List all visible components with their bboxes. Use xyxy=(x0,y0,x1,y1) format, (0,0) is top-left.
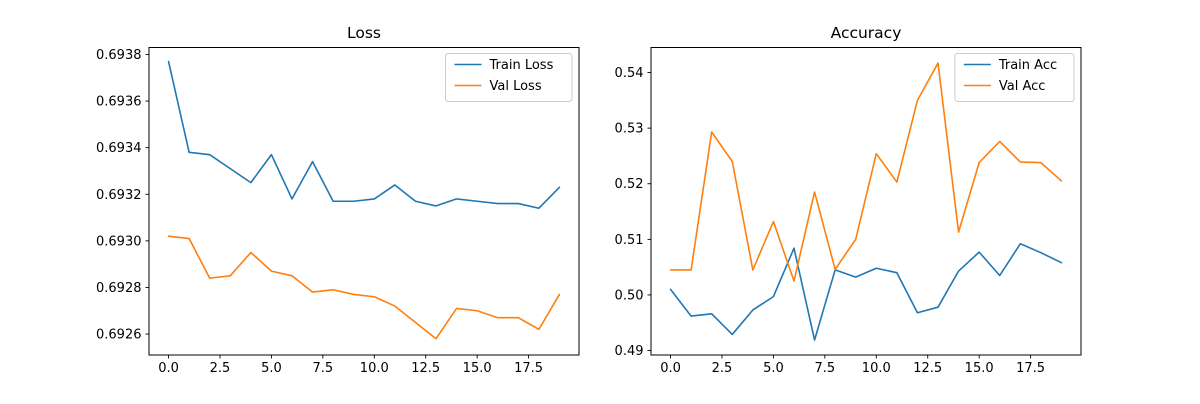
chart-title: Accuracy xyxy=(831,24,902,42)
y-tick-label: 0.6930 xyxy=(96,234,142,249)
y-tick-label: 0.6926 xyxy=(96,328,142,343)
y-tick-label: 0.51 xyxy=(615,233,644,248)
legend-label: Train Loss xyxy=(489,58,554,73)
y-tick-label: 0.49 xyxy=(615,344,644,359)
x-tick-label: 5.0 xyxy=(261,361,282,376)
x-tick-label: 7.5 xyxy=(815,361,836,376)
x-tick-label: 0.0 xyxy=(660,361,681,376)
x-tick-label: 15.0 xyxy=(965,361,994,376)
legend-box xyxy=(954,53,1075,102)
legend: Train Acc Val Acc xyxy=(954,53,1075,102)
x-tick-label: 5.0 xyxy=(763,361,784,376)
series-line-train-loss xyxy=(167,60,561,210)
x-tick-label: 10.0 xyxy=(862,361,891,376)
x-tick-label: 0.0 xyxy=(158,361,179,376)
x-tick-label: 12.5 xyxy=(411,361,440,376)
subplot-accuracy: Accuracy 0.0 2.5 5.0 7.5 10.0 12.5 15.0 17.5 0.49… xyxy=(615,24,1082,376)
series-line-val-acc xyxy=(669,62,1063,282)
x-tick-label: 2.5 xyxy=(712,361,733,376)
legend-box xyxy=(445,53,573,102)
chart-title: Loss xyxy=(347,24,381,42)
x-tick-label: 2.5 xyxy=(210,361,231,376)
x-tick-label: 17.5 xyxy=(1016,361,1045,376)
axes-spines xyxy=(650,47,1082,356)
x-tick-label: 17.5 xyxy=(514,361,543,376)
subplot-loss: Loss 0.0 2.5 5.0 7.5 10.0 12.5 15.0 17.5 0.6926 0.… xyxy=(96,24,580,376)
x-tick-label: 10.0 xyxy=(360,361,389,376)
series-line-train-acc xyxy=(669,242,1063,341)
legend-label: Val Loss xyxy=(490,79,542,94)
y-tick-label: 0.50 xyxy=(615,288,644,303)
x-tick-label: 15.0 xyxy=(463,361,492,376)
x-tick-label: 12.5 xyxy=(913,361,942,376)
legend-label: Val Acc xyxy=(999,79,1046,94)
y-tick-label: 0.53 xyxy=(615,122,644,137)
y-tick-label: 0.6938 xyxy=(96,48,142,63)
legend-label: Train Acc xyxy=(998,58,1057,73)
y-tick-label: 0.54 xyxy=(615,66,644,81)
y-tick-label: 0.6928 xyxy=(96,281,142,296)
x-tick-label: 7.5 xyxy=(313,361,334,376)
axes-spines xyxy=(148,47,580,356)
legend: Train Loss Val Loss xyxy=(445,53,573,102)
y-tick-label: 0.6932 xyxy=(96,188,142,203)
y-tick-label: 0.6934 xyxy=(96,141,142,156)
y-tick-label: 0.52 xyxy=(615,177,644,192)
y-tick-label: 0.6936 xyxy=(96,95,142,110)
series-line-val-loss xyxy=(167,235,561,340)
